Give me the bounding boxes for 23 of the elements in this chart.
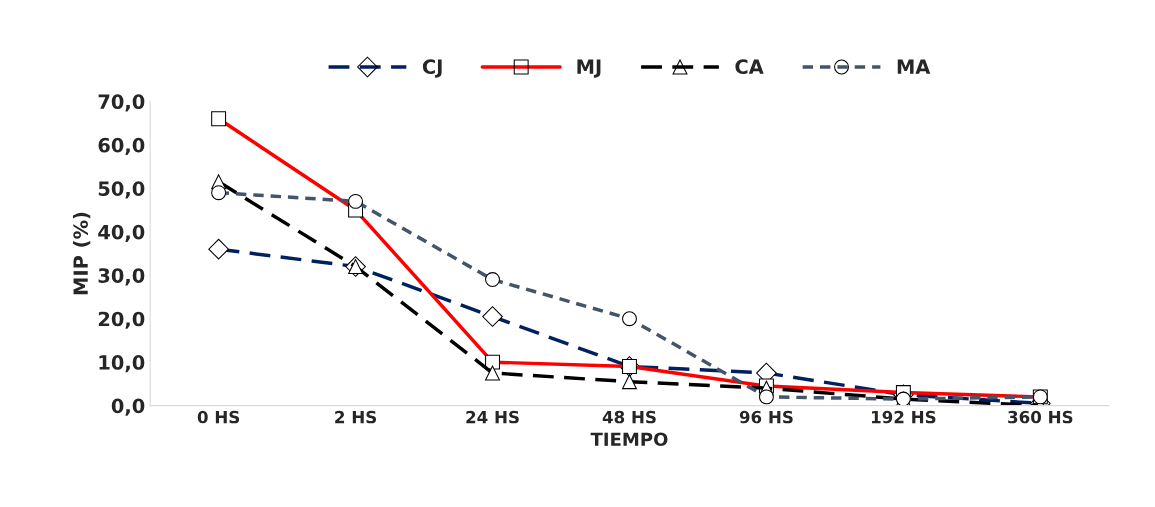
y-tick-label: 60,0 [98, 137, 145, 156]
y-tick-label: 50,0 [98, 181, 145, 199]
x-tick-label: 360 HS [1008, 410, 1073, 424]
x-tick-label: 2 HS [335, 410, 377, 424]
x-tick-label: 192 HS [871, 410, 936, 424]
legend-label: MA [897, 59, 931, 74]
legend-label: CJ [422, 59, 442, 78]
y-tick-label: 20,0 [98, 311, 145, 329]
y-tick-label: 0,0 [111, 398, 145, 416]
point [622, 374, 637, 390]
x-axis-title: TIEMPO [590, 432, 668, 447]
x-tick-label: 48 HS [602, 410, 656, 424]
y-tick-label: 70,0 [98, 94, 145, 112]
point [485, 365, 500, 381]
legend-label: CA [735, 59, 764, 75]
y-axis-title: MIP (%) [72, 212, 91, 295]
y-tick-label: 30,0 [98, 268, 145, 286]
y-tick-label: 10,0 [99, 355, 145, 373]
legend-label: MJ [577, 59, 601, 78]
x-tick-label: 0 HS [197, 410, 240, 424]
y-tick-label: 40,0 [98, 224, 145, 242]
x-tick-label: 24 HS [466, 410, 519, 424]
x-tick-label: 96 HS [739, 410, 793, 424]
